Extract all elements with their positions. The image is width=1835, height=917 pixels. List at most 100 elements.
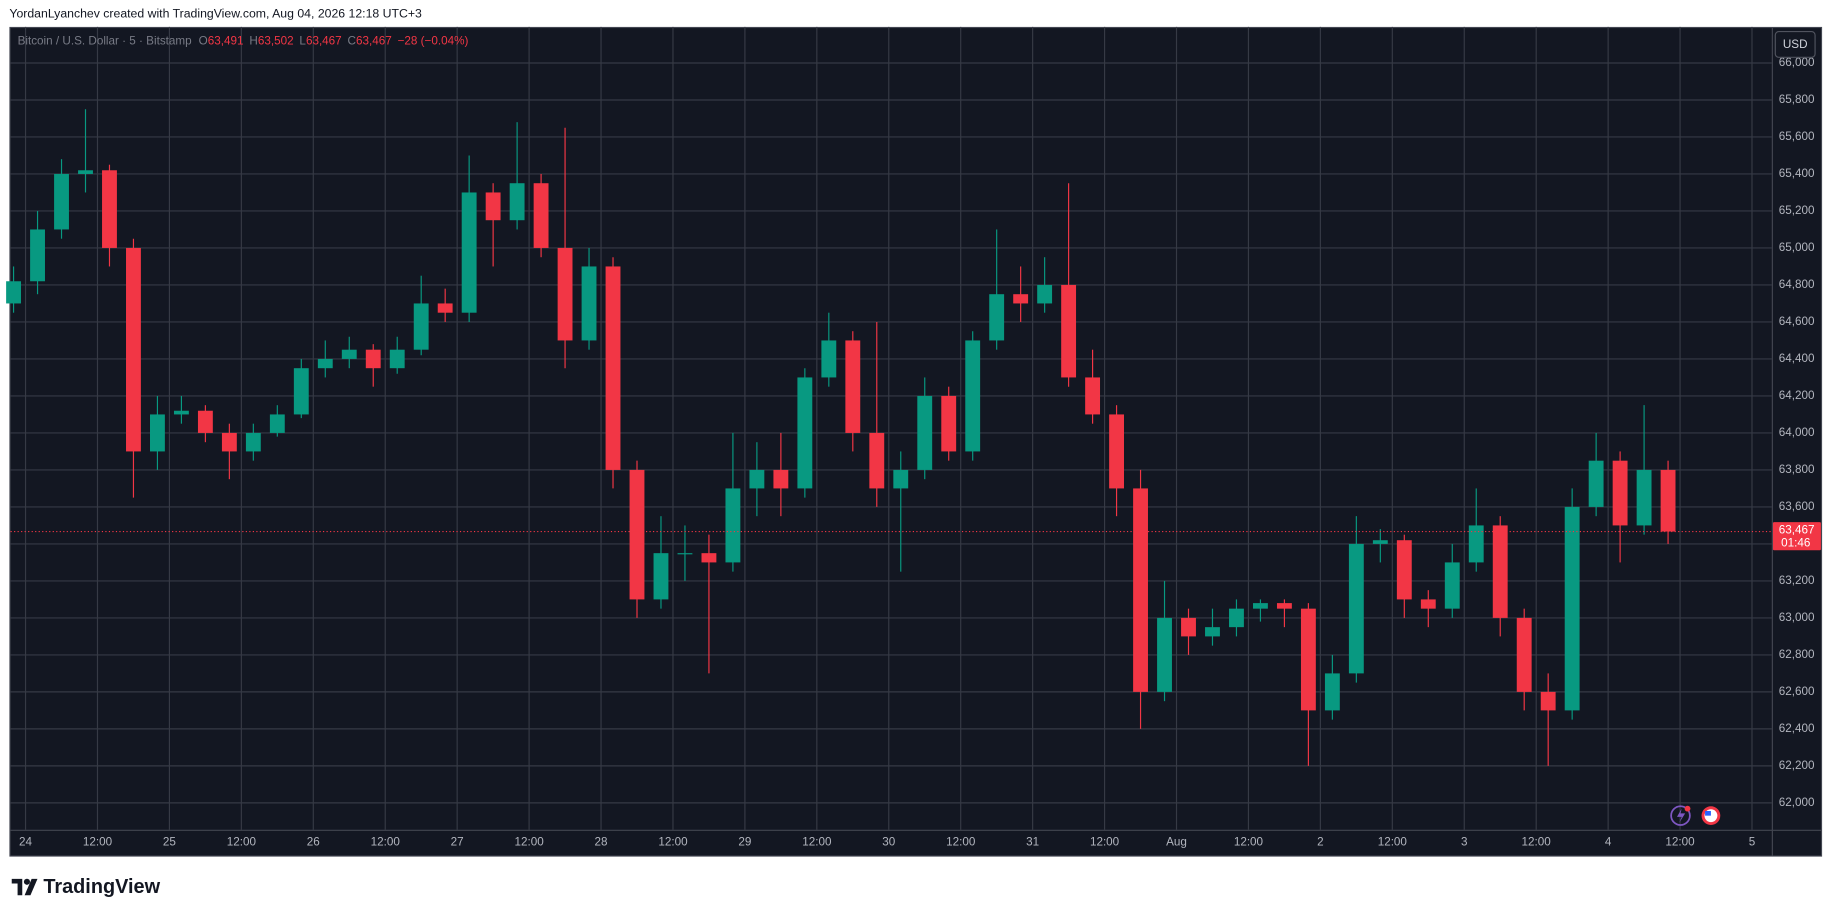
countdown-label: 01:46 (1781, 536, 1810, 549)
x-tick-label: 12:00 (658, 836, 688, 849)
legend-key: L (299, 35, 306, 48)
candle-body (389, 349, 405, 369)
y-tick-label: 65,800 (1779, 93, 1815, 106)
alert-dot (1684, 805, 1691, 812)
candle-body (78, 170, 93, 174)
candle-body (1468, 525, 1484, 563)
brand-logo (11, 878, 38, 896)
candle-body (54, 173, 69, 230)
candle-body (629, 469, 645, 600)
x-tick-label: 12:00 (1665, 836, 1695, 849)
candle-body (773, 469, 789, 489)
x-tick-label: 30 (882, 836, 895, 849)
y-tick-label: 63,000 (1779, 611, 1815, 624)
candle-body (1348, 543, 1364, 674)
y-tick-label: 62,400 (1779, 722, 1815, 735)
x-tick-label: 5 (1749, 836, 1756, 849)
candle-body (221, 432, 237, 452)
candle-body (30, 229, 45, 282)
candle-body (6, 281, 21, 304)
y-tick-label: 65,600 (1779, 130, 1815, 143)
candle-body (965, 340, 981, 452)
candle-body (605, 266, 621, 470)
candle-body (989, 294, 1005, 341)
x-tick-label: 12:00 (1234, 836, 1264, 849)
y-tick-label: 65,200 (1779, 204, 1815, 217)
axes-layer: 62,000 62,200 62,400 62,600 62,800 63,000 63,2… (18, 35, 1821, 849)
currency-button[interactable] (1774, 31, 1816, 58)
legend-value: 63,502 (258, 35, 294, 48)
y-tick-label: 62,600 (1779, 685, 1815, 698)
brand-name: TradingView (43, 876, 160, 898)
candle-body (869, 432, 885, 489)
x-tick-label: 4 (1605, 836, 1612, 849)
candle-body (557, 247, 573, 341)
candle-body (1660, 469, 1676, 532)
x-tick-label: Aug (1166, 836, 1187, 849)
candle-body (1588, 460, 1604, 507)
candle-body (293, 368, 309, 415)
flag-canton (1705, 810, 1711, 816)
candle-body (1061, 284, 1077, 378)
legend-value: 63,491 (208, 35, 244, 48)
logo-mark-a (11, 878, 23, 896)
candle-body (1013, 294, 1029, 304)
x-tick-label: 27 (451, 836, 464, 849)
candle-body (126, 247, 141, 452)
x-tick-label: 12:00 (83, 836, 113, 849)
candle-body (1109, 414, 1124, 489)
candle-body (269, 414, 285, 433)
candle-body (1300, 608, 1316, 711)
candle-body (677, 553, 693, 555)
candle-body (149, 414, 165, 452)
legend-change: −28 (−0.04%) (398, 35, 469, 48)
candle-body (533, 183, 549, 248)
x-tick-label: 12:00 (227, 836, 257, 849)
header-text: YordanLyanchev created with TradingView.… (9, 6, 422, 20)
last-price-label: 63,467 (1779, 523, 1815, 536)
candle-body (1205, 627, 1220, 637)
x-tick-label: 3 (1461, 836, 1468, 849)
y-tick-label: 62,000 (1779, 796, 1815, 809)
y-tick-label: 64,800 (1779, 278, 1815, 291)
candle-body (341, 349, 357, 359)
x-tick-label: 24 (19, 836, 33, 849)
y-tick-label: 65,400 (1779, 167, 1815, 180)
candle-body (1540, 691, 1556, 711)
legend-value: 63,467 (306, 35, 342, 48)
lightning-glyph (1676, 808, 1686, 823)
y-tick-label: 63,600 (1779, 500, 1815, 513)
x-tick-label: 2 (1317, 836, 1324, 849)
candle-body (1181, 617, 1196, 637)
x-tick-label: 29 (738, 836, 751, 849)
y-tick-label: 62,800 (1779, 648, 1815, 661)
candle-body (245, 432, 261, 452)
candle-body (102, 170, 117, 248)
candle-body (1636, 469, 1652, 526)
candle-body (821, 340, 837, 378)
candle-body (749, 469, 765, 489)
candle-body (1157, 617, 1172, 692)
candle-body (1612, 460, 1628, 526)
candle-body (725, 488, 741, 563)
y-tick-label: 64,200 (1779, 389, 1815, 402)
y-tick-label: 64,400 (1779, 352, 1815, 365)
candle-body (1492, 525, 1508, 618)
currency-label: USD (1783, 38, 1808, 51)
candle-body (437, 303, 453, 313)
x-tick-label: 25 (163, 836, 177, 849)
candle-body (893, 469, 909, 489)
candle-body (797, 377, 813, 489)
candle-body (1133, 488, 1148, 692)
y-tick-label: 63,800 (1779, 463, 1815, 476)
chart-frame (9, 26, 1823, 857)
candle-body (917, 395, 933, 470)
x-tick-label: 12:00 (802, 836, 832, 849)
candle-body (1444, 562, 1460, 609)
candle-body (1396, 540, 1412, 600)
x-tick-label: 28 (595, 836, 608, 849)
lightning-icon[interactable] (1670, 805, 1691, 826)
x-tick-label: 12:00 (1090, 836, 1120, 849)
